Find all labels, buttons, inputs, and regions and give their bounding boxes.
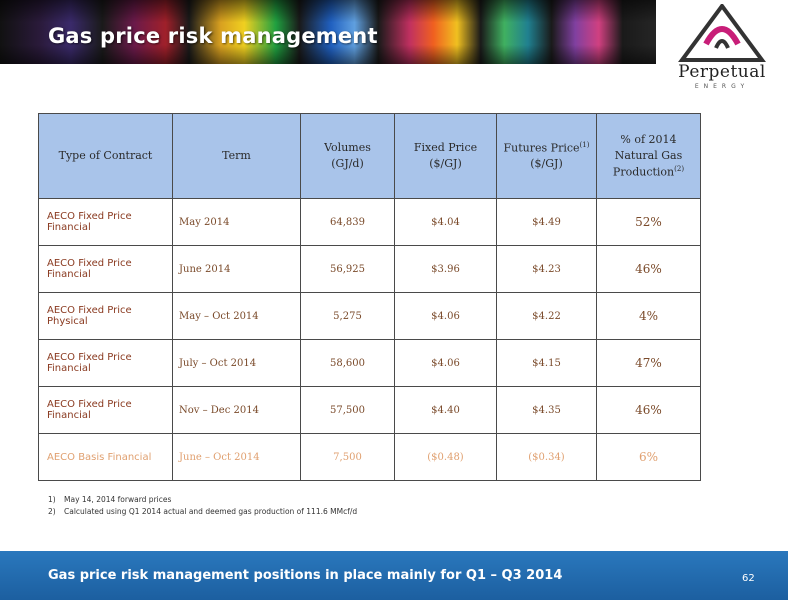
cell-pct: 47% <box>596 339 701 387</box>
col-header-term: Term <box>172 113 301 199</box>
cell-futures-price: $4.35 <box>496 386 597 434</box>
cell-type: AECO Fixed Price Financial <box>38 339 173 387</box>
cell-volumes: 58,600 <box>300 339 395 387</box>
table-row: AECO Fixed Price Physical May – Oct 2014… <box>38 292 701 340</box>
table-row: AECO Fixed Price Financial May 2014 64,8… <box>38 198 701 246</box>
cell-type: AECO Fixed Price Financial <box>38 245 173 293</box>
cell-futures-price: $4.23 <box>496 245 597 293</box>
cell-term: May 2014 <box>172 198 301 246</box>
cell-fixed-price: $4.04 <box>394 198 497 246</box>
cell-term: May – Oct 2014 <box>172 292 301 340</box>
table-row: AECO Basis Financial June – Oct 2014 7,5… <box>38 433 701 481</box>
col-header-fixed-price: Fixed Price ($/GJ) <box>394 113 497 199</box>
cell-type: AECO Fixed Price Financial <box>38 198 173 246</box>
cell-fixed-price: $3.96 <box>394 245 497 293</box>
col-header-pct-production: % of 2014 Natural Gas Production(2) <box>596 113 701 199</box>
logo-subtitle: ENERGY <box>694 83 750 90</box>
footnote: 2) Calculated using Q1 2014 actual and de… <box>48 507 358 516</box>
table-row: AECO Fixed Price Financial June 2014 56,… <box>38 245 701 293</box>
cell-futures-price: ($0.34) <box>496 433 597 481</box>
footer-summary: Gas price risk management positions in p… <box>48 568 563 583</box>
cell-pct: 46% <box>596 245 701 293</box>
cell-term: Nov – Dec 2014 <box>172 386 301 434</box>
cell-term: June 2014 <box>172 245 301 293</box>
table-header-row: Type of Contract Term Volumes (GJ/d) Fixe… <box>38 113 701 199</box>
page-title: Gas price risk management <box>48 24 378 48</box>
col-header-futures-price: Futures Price(1) ($/GJ) <box>496 113 597 199</box>
cell-fixed-price: $4.06 <box>394 339 497 387</box>
cell-futures-price: $4.22 <box>496 292 597 340</box>
footnote: 1) May 14, 2014 forward prices <box>48 495 172 504</box>
cell-term: June – Oct 2014 <box>172 433 301 481</box>
footer-bar: Gas price risk management positions in p… <box>0 551 788 600</box>
cell-futures-price: $4.49 <box>496 198 597 246</box>
cell-pct: 6% <box>596 433 701 481</box>
cell-volumes: 7,500 <box>300 433 395 481</box>
cell-volumes: 5,275 <box>300 292 395 340</box>
cell-fixed-price: ($0.48) <box>394 433 497 481</box>
col-header-volumes: Volumes (GJ/d) <box>300 113 395 199</box>
cell-term: July – Oct 2014 <box>172 339 301 387</box>
page-number: 62 <box>742 573 755 584</box>
logo-name: Perpetual <box>678 62 766 82</box>
cell-pct: 4% <box>596 292 701 340</box>
company-logo: Perpetual ENERGY <box>656 0 788 96</box>
cell-fixed-price: $4.40 <box>394 386 497 434</box>
cell-type: AECO Fixed Price Physical <box>38 292 173 340</box>
table-row: AECO Fixed Price Financial Nov – Dec 201… <box>38 386 701 434</box>
table-row: AECO Fixed Price Financial July – Oct 20… <box>38 339 701 387</box>
cell-pct: 52% <box>596 198 701 246</box>
hedge-table: Type of Contract Term Volumes (GJ/d) Fixe… <box>38 113 701 481</box>
cell-volumes: 56,925 <box>300 245 395 293</box>
col-header-type: Type of Contract <box>38 113 173 199</box>
cell-pct: 46% <box>596 386 701 434</box>
cell-volumes: 57,500 <box>300 386 395 434</box>
cell-futures-price: $4.15 <box>496 339 597 387</box>
footnotes: 1) May 14, 2014 forward prices 2) Calculat… <box>48 494 357 518</box>
cell-volumes: 64,839 <box>300 198 395 246</box>
cell-fixed-price: $4.06 <box>394 292 497 340</box>
cell-type: AECO Basis Financial <box>38 433 173 481</box>
logo-triangle-icon <box>678 4 766 62</box>
cell-type: AECO Fixed Price Financial <box>38 386 173 434</box>
